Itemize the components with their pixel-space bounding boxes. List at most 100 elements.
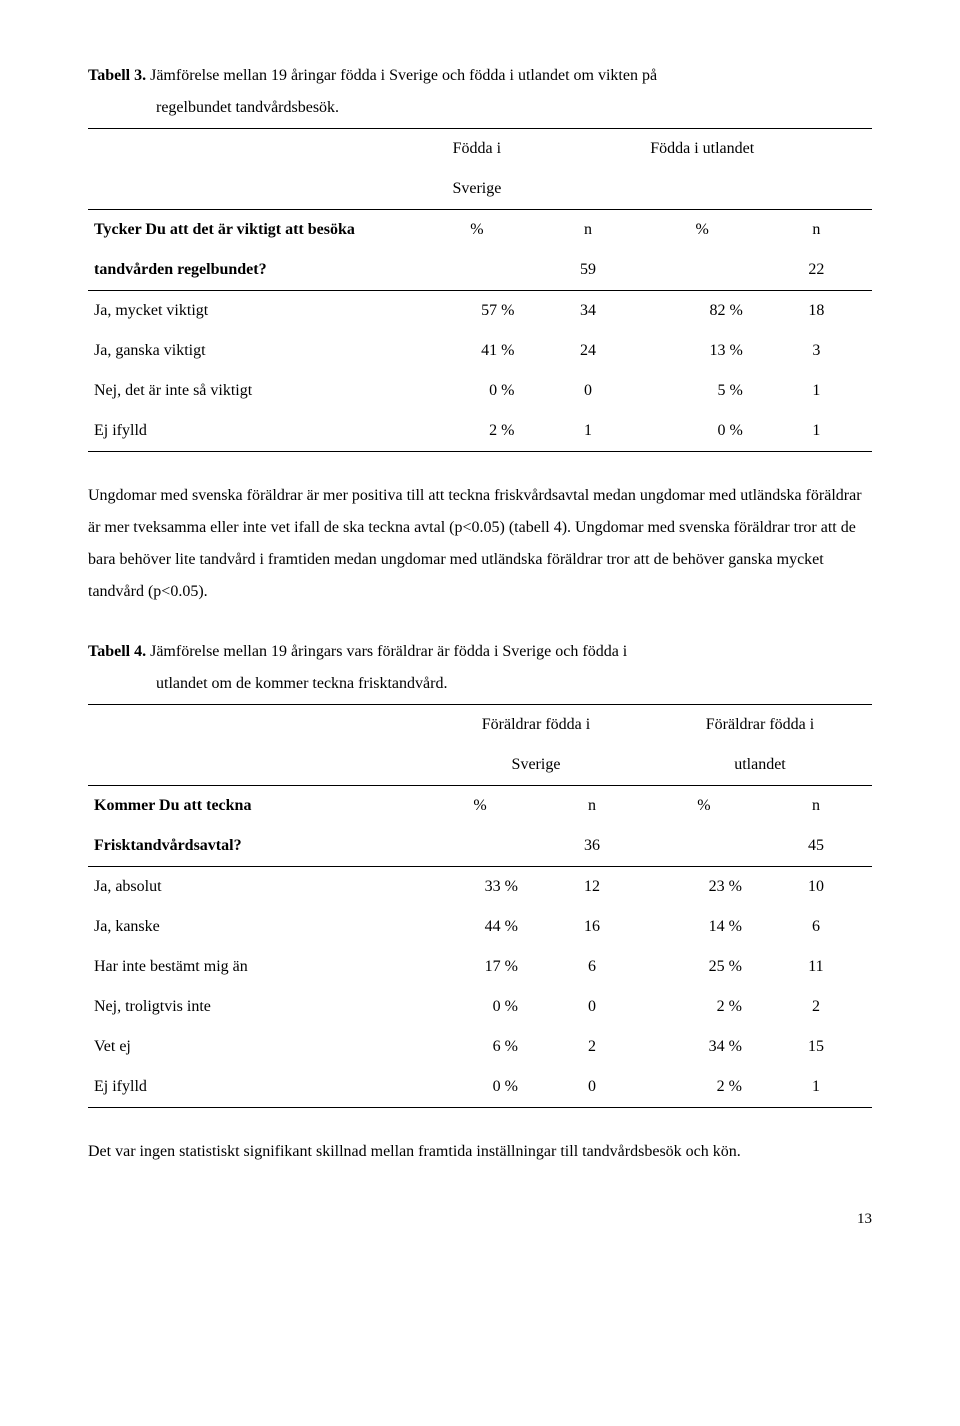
table3-n2: 22 — [761, 250, 872, 291]
table4-row-c1: 2 — [536, 1027, 648, 1067]
table3-group1-l1: Födda i — [421, 129, 532, 170]
table3-question-row2: tandvården regelbundet? 59 22 — [88, 250, 872, 291]
table4-row-c1: 0 — [536, 987, 648, 1027]
table3-row-label: Nej, det är inte så viktigt — [88, 371, 421, 411]
table4-row-p1: 0 % — [424, 987, 536, 1027]
table3-row-p1: 57 % — [421, 291, 532, 332]
table4-row-c2: 2 — [760, 987, 872, 1027]
table-row: Har inte bestämt mig än 17 % 6 25 % 11 — [88, 947, 872, 987]
table4-row-p2: 14 % — [648, 907, 760, 947]
table4: Föräldrar födda i Föräldrar födda i Sver… — [88, 704, 872, 1108]
table4-row-p1: 6 % — [424, 1027, 536, 1067]
paragraph-2: Det var ingen statistiskt signifikant sk… — [88, 1136, 872, 1168]
table3-caption: Tabell 3. Jämförelse mellan 19 åringar f… — [88, 60, 872, 124]
table4-header-groups-line2: Sverige utlandet — [88, 745, 872, 786]
table4-question-row: Kommer Du att teckna % n % n — [88, 786, 872, 827]
table4-row-label: Vet ej — [88, 1027, 424, 1067]
table3-row-c2: 18 — [761, 291, 872, 332]
table4-question-l2: Frisktandvårdsavtal? — [88, 826, 424, 867]
table4-caption: Tabell 4. Jämförelse mellan 19 åringars … — [88, 636, 872, 700]
table4-group1-l2: Sverige — [424, 745, 648, 786]
table3-row-p2: 13 % — [644, 331, 761, 371]
table4-caption-line2: utlandet om de kommer teckna frisktandvå… — [156, 668, 872, 700]
table3-row-p1: 0 % — [421, 371, 532, 411]
table-row: Nej, troligtvis inte 0 % 0 2 % 2 — [88, 987, 872, 1027]
table3-question-row: Tycker Du att det är viktigt att besöka … — [88, 210, 872, 251]
table-row: Vet ej 6 % 2 34 % 15 — [88, 1027, 872, 1067]
table3-row-c2: 3 — [761, 331, 872, 371]
table3-pct2: % — [644, 210, 761, 251]
table3-header-groups: Födda i Födda i utlandet — [88, 129, 872, 170]
table4-row-label: Nej, troligtvis inte — [88, 987, 424, 1027]
table4-row-p2: 23 % — [648, 867, 760, 908]
table3-row-c2: 1 — [761, 371, 872, 411]
table4-caption-lead: Tabell 4. — [88, 643, 146, 660]
table-row: Nej, det är inte så viktigt 0 % 0 5 % 1 — [88, 371, 872, 411]
table3-group1-l2: Sverige — [421, 169, 532, 210]
table4-row-c1: 6 — [536, 947, 648, 987]
table4-n2: 45 — [760, 826, 872, 867]
table4-question-l1: Kommer Du att teckna — [88, 786, 424, 827]
table4-row-label: Ja, kanske — [88, 907, 424, 947]
table4-question-row2: Frisktandvårdsavtal? 36 45 — [88, 826, 872, 867]
table4-row-p1: 0 % — [424, 1067, 536, 1108]
table4-row-c1: 16 — [536, 907, 648, 947]
table3-n2-label: n — [761, 210, 872, 251]
table4-row-label: Har inte bestämt mig än — [88, 947, 424, 987]
table3-caption-lead: Tabell 3. — [88, 67, 146, 84]
table4-pct2: % — [648, 786, 760, 827]
table3-n1-label: n — [532, 210, 643, 251]
table4-row-p2: 34 % — [648, 1027, 760, 1067]
table3-row-label: Ja, mycket viktigt — [88, 291, 421, 332]
table4-row-c2: 15 — [760, 1027, 872, 1067]
table4-n2-label: n — [760, 786, 872, 827]
table4-caption-rest: Jämförelse mellan 19 åringars vars föräl… — [146, 643, 627, 660]
table4-pct1: % — [424, 786, 536, 827]
table4-row-c2: 10 — [760, 867, 872, 908]
table4-row-p1: 17 % — [424, 947, 536, 987]
table4-n1-label: n — [536, 786, 648, 827]
table3-row-c1: 24 — [532, 331, 643, 371]
paragraph-1: Ungdomar med svenska föräldrar är mer po… — [88, 480, 872, 608]
table3-row-label: Ej ifylld — [88, 411, 421, 452]
table-row: Ja, ganska viktigt 41 % 24 13 % 3 — [88, 331, 872, 371]
table-row: Ja, mycket viktigt 57 % 34 82 % 18 — [88, 291, 872, 332]
table4-header-groups: Föräldrar födda i Föräldrar födda i — [88, 705, 872, 746]
table-row: Ja, kanske 44 % 16 14 % 6 — [88, 907, 872, 947]
table3-row-c2: 1 — [761, 411, 872, 452]
table3-n1: 59 — [532, 250, 643, 291]
table3-header-groups-line2: Sverige — [88, 169, 872, 210]
table3-caption-line2: regelbundet tandvårdsbesök. — [156, 92, 872, 124]
table3-pct1: % — [421, 210, 532, 251]
table4-row-p1: 33 % — [424, 867, 536, 908]
table3-row-p1: 2 % — [421, 411, 532, 452]
table3-row-p2: 0 % — [644, 411, 761, 452]
table4-row-c1: 0 — [536, 1067, 648, 1108]
table-row: Ja, absolut 33 % 12 23 % 10 — [88, 867, 872, 908]
table4-group2-l1: Föräldrar födda i — [648, 705, 872, 746]
table3-row-c1: 34 — [532, 291, 643, 332]
table4-row-label: Ej ifylld — [88, 1067, 424, 1108]
table4-row-c1: 12 — [536, 867, 648, 908]
table4-row-p2: 25 % — [648, 947, 760, 987]
table3-row-c1: 0 — [532, 371, 643, 411]
table3: Födda i Födda i utlandet Sverige Tycker … — [88, 128, 872, 452]
table3-group2: Födda i utlandet — [644, 129, 761, 170]
table4-row-p1: 44 % — [424, 907, 536, 947]
table4-row-p2: 2 % — [648, 1067, 760, 1108]
table4-row-c2: 1 — [760, 1067, 872, 1108]
table3-row-p2: 82 % — [644, 291, 761, 332]
table3-row-label: Ja, ganska viktigt — [88, 331, 421, 371]
table4-row-c2: 6 — [760, 907, 872, 947]
table4-row-p2: 2 % — [648, 987, 760, 1027]
table3-row-p2: 5 % — [644, 371, 761, 411]
table3-question-l1: Tycker Du att det är viktigt att besöka — [88, 210, 421, 251]
table-row: Ej ifylld 2 % 1 0 % 1 — [88, 411, 872, 452]
table4-n1: 36 — [536, 826, 648, 867]
table4-row-c2: 11 — [760, 947, 872, 987]
table3-row-c1: 1 — [532, 411, 643, 452]
table-row: Ej ifylld 0 % 0 2 % 1 — [88, 1067, 872, 1108]
table3-row-p1: 41 % — [421, 331, 532, 371]
table3-question-l2: tandvården regelbundet? — [88, 250, 421, 291]
table4-group1-l1: Föräldrar födda i — [424, 705, 648, 746]
